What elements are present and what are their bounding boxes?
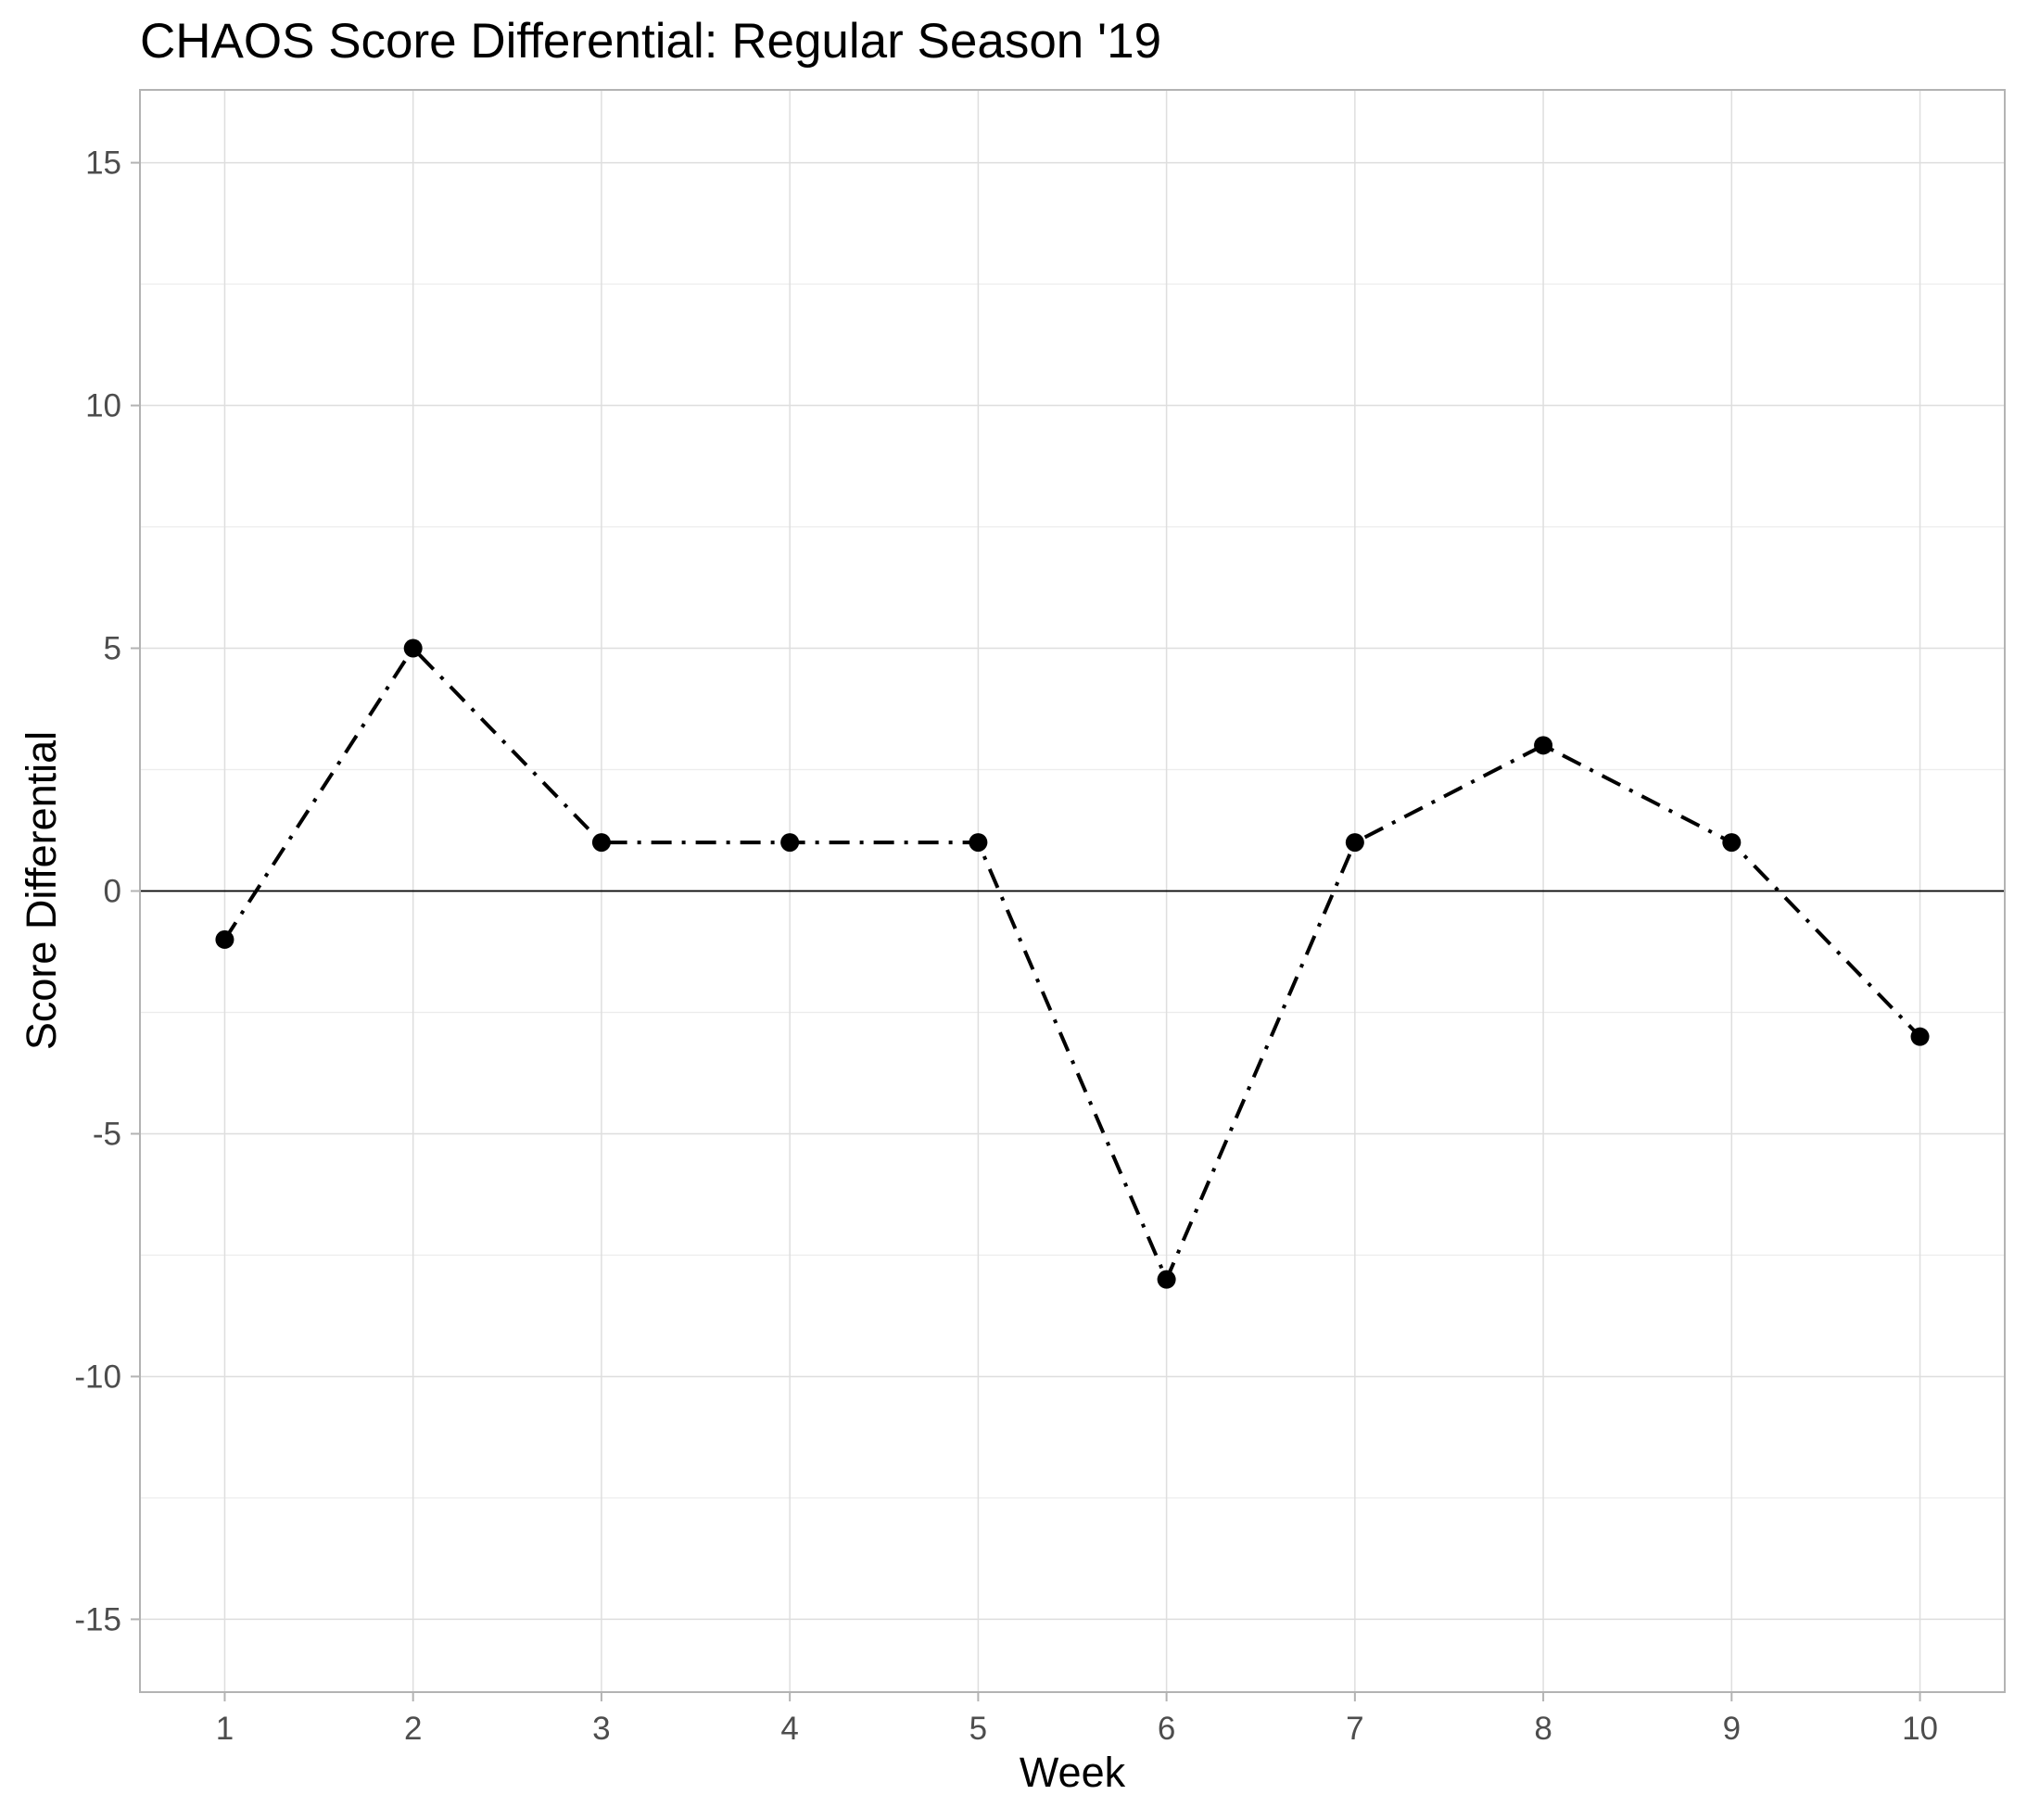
data-point [1534, 736, 1553, 755]
y-axis-tick-labels: -15 -10 -5 0 5 10 15 [74, 145, 121, 1638]
data-point [403, 638, 423, 658]
x-tick-label: 8 [1534, 1711, 1552, 1747]
x-tick-label: 7 [1346, 1711, 1363, 1747]
x-tick-label: 4 [780, 1711, 798, 1747]
x-axis-tick-labels: 1 2 3 4 5 6 7 8 9 10 [216, 1711, 1938, 1747]
x-tick-label: 5 [969, 1711, 987, 1747]
data-point [1722, 833, 1742, 853]
y-axis-title: Score Differential [18, 731, 65, 1050]
chart-title: CHAOS Score Differential: Regular Season… [140, 14, 1161, 69]
x-tick-label: 1 [216, 1711, 234, 1747]
minor-gridlines [140, 283, 2005, 1499]
series-line [222, 645, 1921, 1284]
x-axis-title: Week [1020, 1749, 1126, 1796]
y-tick-label: 5 [104, 631, 121, 667]
x-tick-label: 2 [404, 1711, 422, 1747]
x-tick-label: 6 [1158, 1711, 1175, 1747]
x-tick-label: 10 [1902, 1711, 1938, 1747]
data-point [780, 833, 800, 853]
y-tick-label: 10 [85, 388, 121, 424]
data-point [1345, 833, 1364, 853]
data-point [969, 833, 988, 853]
data-point [591, 833, 611, 853]
series-points [215, 638, 1930, 1289]
data-point [1910, 1027, 1930, 1046]
y-tick-label: -15 [74, 1601, 121, 1637]
data-point [1157, 1270, 1176, 1289]
data-point [215, 929, 234, 949]
y-tick-label: 15 [85, 145, 121, 182]
axis-tick-marks [131, 161, 1921, 1701]
y-tick-label: -5 [93, 1116, 121, 1152]
x-tick-label: 9 [1723, 1711, 1741, 1747]
x-tick-label: 3 [592, 1711, 610, 1747]
y-tick-label: 0 [104, 874, 121, 910]
y-tick-label: -10 [74, 1359, 121, 1395]
